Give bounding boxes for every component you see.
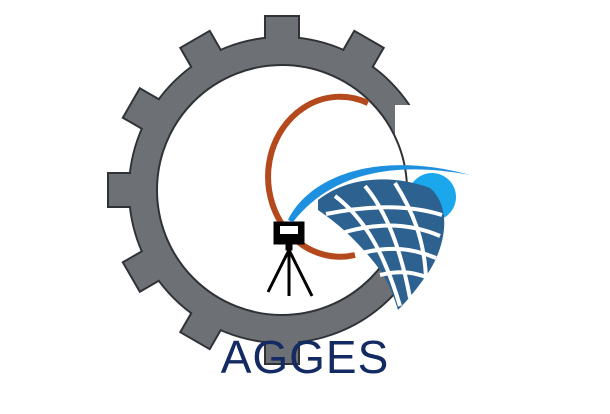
brand-wordmark: AGGES <box>220 331 390 383</box>
gear-icon <box>107 15 470 365</box>
globe-icon <box>318 173 456 310</box>
tripod-survey-instrument-icon <box>266 221 314 297</box>
arc-icon <box>265 93 370 260</box>
swoosh-icon <box>288 165 470 222</box>
